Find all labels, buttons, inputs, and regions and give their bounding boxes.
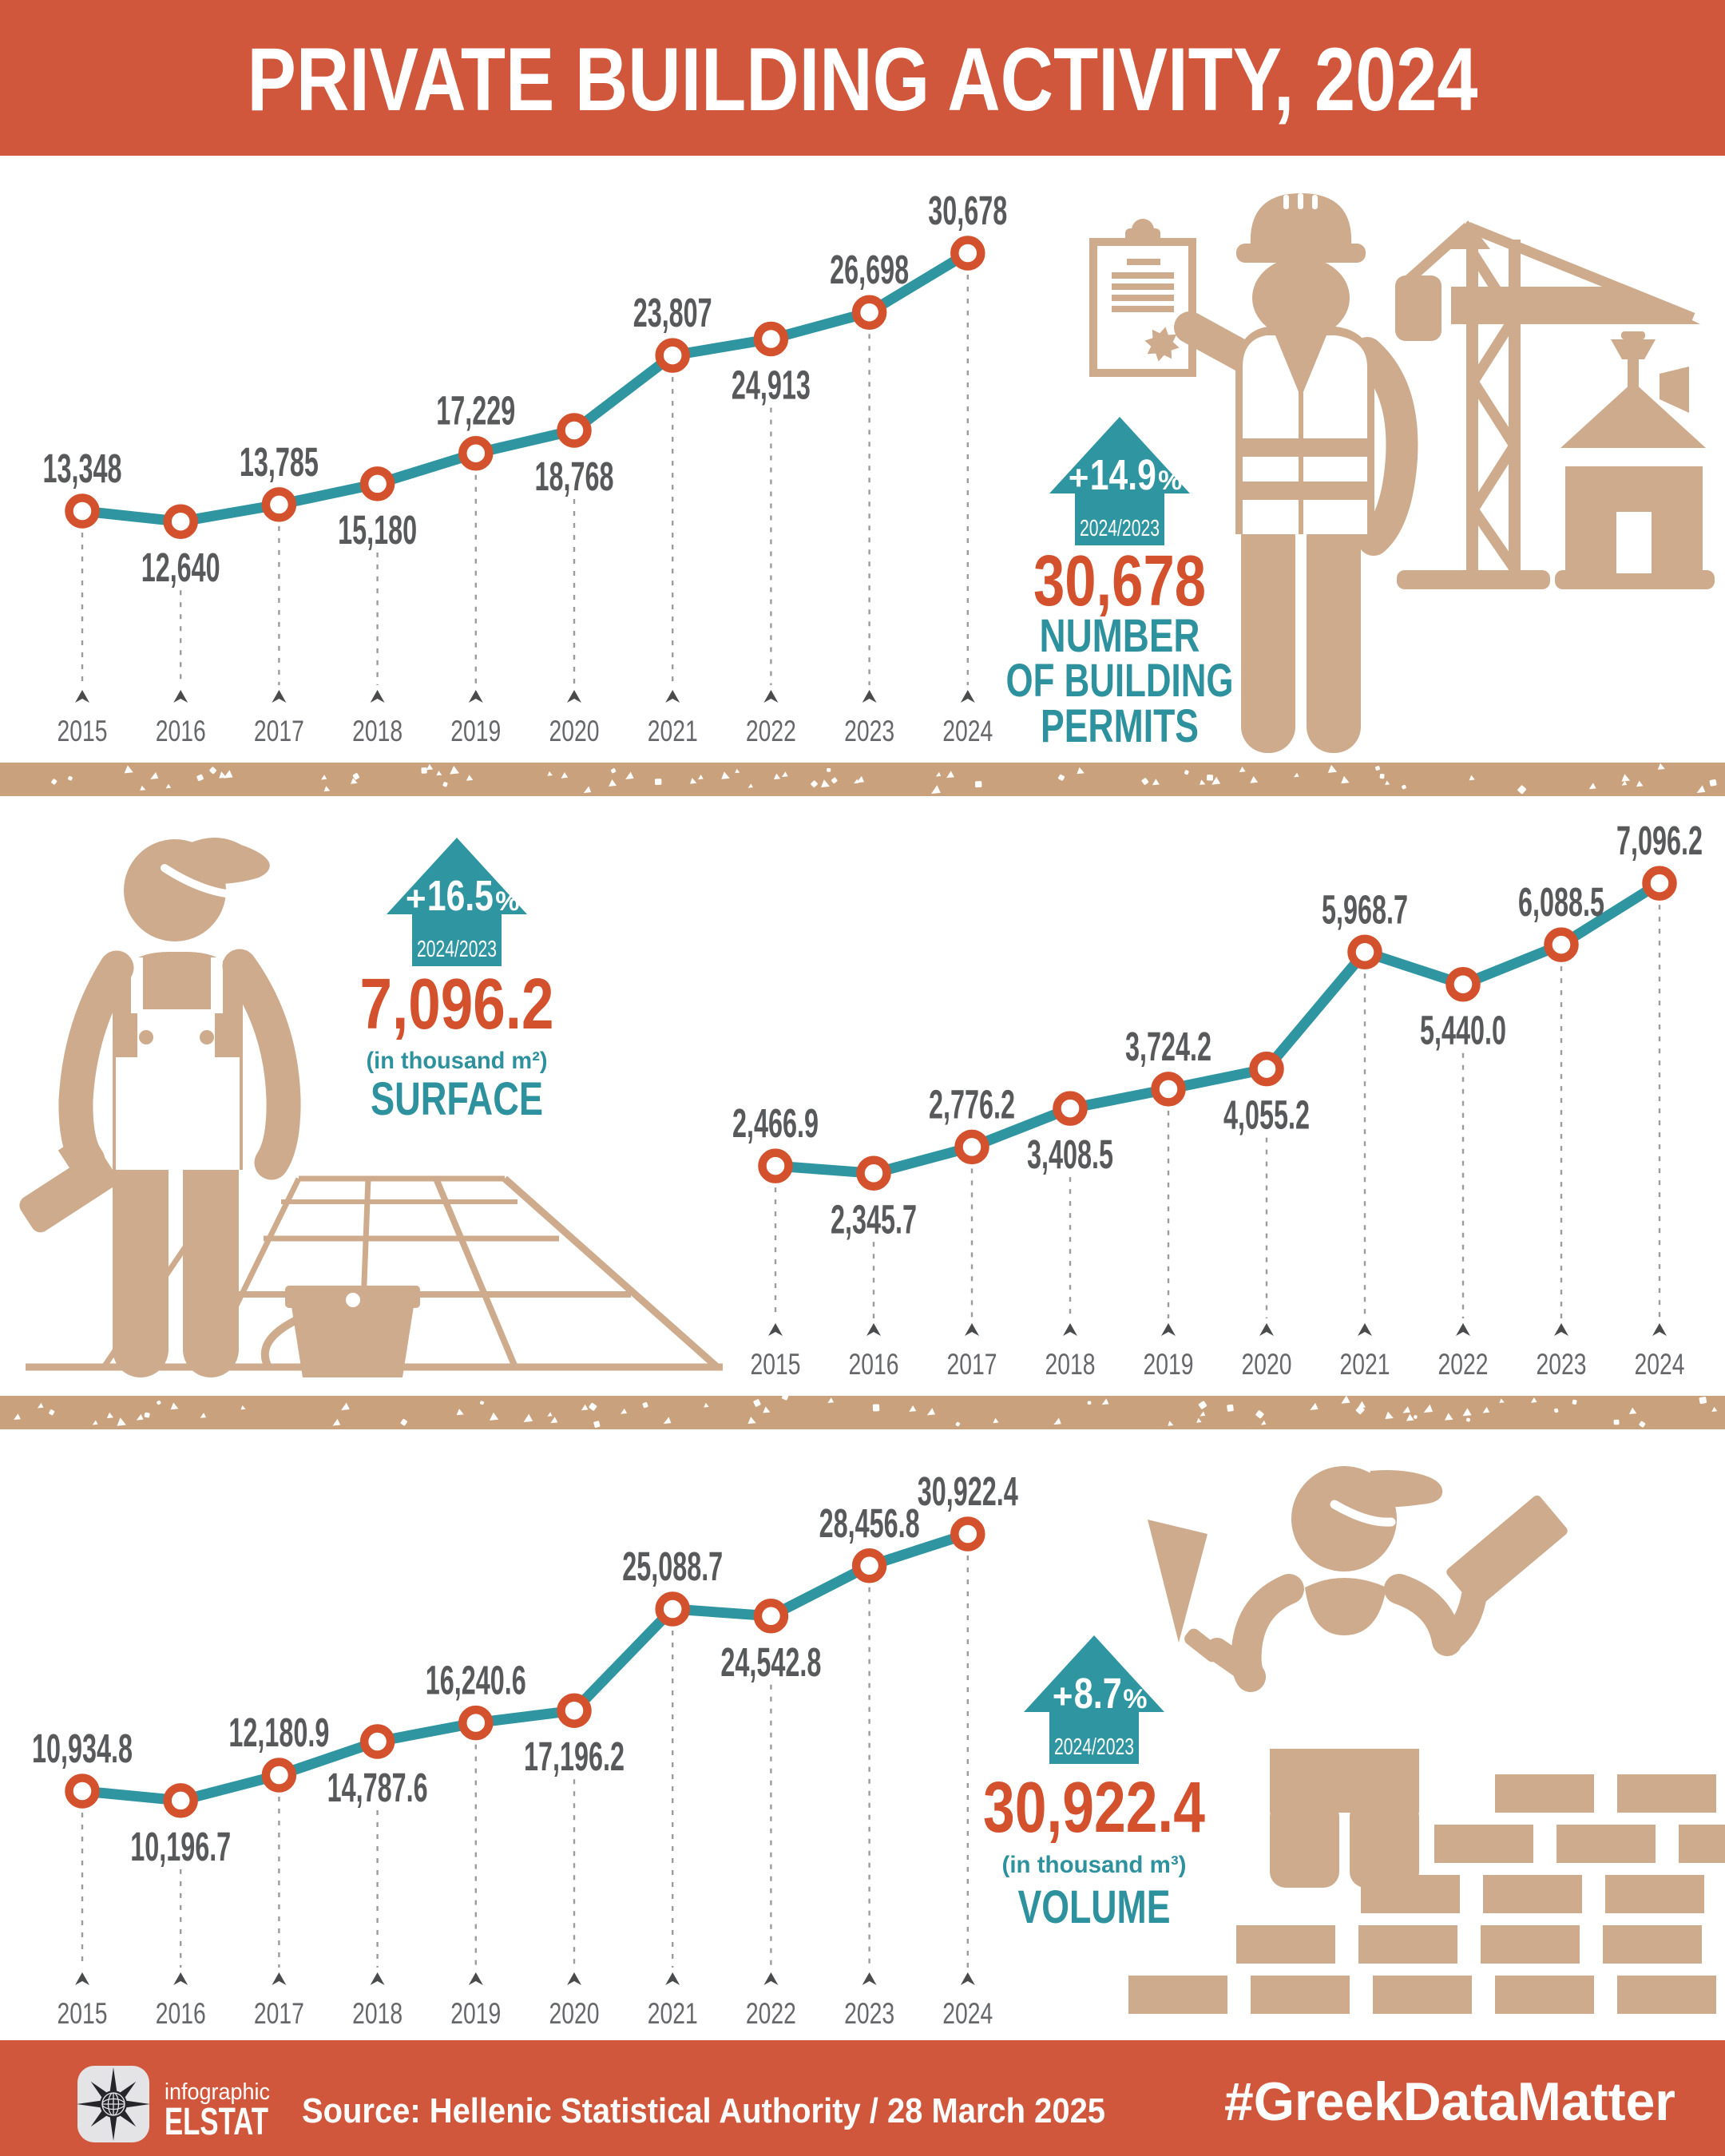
svg-text:2017: 2017 [254, 1997, 304, 2030]
svg-text:2017: 2017 [947, 1348, 997, 1381]
svg-text:2024/2023: 2024/2023 [417, 937, 497, 962]
svg-text:2017: 2017 [254, 715, 304, 747]
svg-text:2018: 2018 [352, 715, 402, 747]
svg-text:10,196.7: 10,196.7 [130, 1824, 231, 1869]
svg-text:+: + [1053, 1677, 1073, 1716]
svg-text:infographic: infographic [165, 2079, 270, 2105]
svg-text:#GreekDataMatter: #GreekDataMatter [1224, 2071, 1675, 2132]
svg-text:NUMBER: NUMBER [1040, 610, 1200, 662]
svg-text:2016: 2016 [156, 1997, 206, 2030]
svg-text:Source: Hellenic Statistical A: Source: Hellenic Statistical Authority /… [302, 2091, 1105, 2130]
svg-text:2021: 2021 [1340, 1348, 1390, 1381]
svg-text:7,096.2: 7,096.2 [1616, 818, 1703, 863]
svg-text:PERMITS: PERMITS [1041, 700, 1199, 752]
svg-text:PRIVATE BUILDING ACTIVITY, 202: PRIVATE BUILDING ACTIVITY, 2024 [248, 30, 1478, 129]
svg-text:2,345.7: 2,345.7 [831, 1196, 917, 1242]
svg-text:14,787.6: 14,787.6 [327, 1765, 428, 1810]
svg-text:2019: 2019 [450, 715, 501, 747]
svg-text:(in thousand m²): (in thousand m²) [367, 1048, 548, 1074]
svg-text:VOLUME: VOLUME [1018, 1881, 1171, 1933]
svg-text:3,724.2: 3,724.2 [1125, 1024, 1211, 1069]
svg-text:2022: 2022 [1438, 1348, 1489, 1381]
svg-text:2022: 2022 [746, 1997, 796, 2030]
svg-text:2024: 2024 [942, 715, 993, 747]
svg-text:2023: 2023 [844, 1997, 894, 2030]
svg-text:12,180.9: 12,180.9 [228, 1710, 329, 1755]
svg-text:%: % [1158, 466, 1182, 496]
svg-text:14.9: 14.9 [1090, 451, 1156, 499]
svg-text:26,698: 26,698 [830, 247, 909, 292]
svg-text:23,807: 23,807 [633, 290, 712, 335]
svg-text:2021: 2021 [648, 1997, 698, 2030]
svg-text:2016: 2016 [156, 715, 206, 747]
svg-text:2019: 2019 [1144, 1348, 1194, 1381]
svg-text:5,968.7: 5,968.7 [1322, 886, 1408, 932]
svg-text:2020: 2020 [549, 715, 600, 747]
svg-text:10,934.8: 10,934.8 [32, 1726, 133, 1771]
svg-text:30,922.4: 30,922.4 [918, 1468, 1018, 1514]
svg-text:2021: 2021 [648, 715, 698, 747]
svg-text:2022: 2022 [746, 715, 796, 747]
svg-text:6,088.5: 6,088.5 [1518, 879, 1604, 925]
svg-text:2020: 2020 [1242, 1348, 1292, 1381]
svg-text:OF BUILDING: OF BUILDING [1006, 655, 1234, 707]
svg-text:16,240.6: 16,240.6 [426, 1658, 526, 1703]
svg-text:30,922.4: 30,922.4 [983, 1768, 1205, 1848]
svg-text:2020: 2020 [549, 1997, 600, 2030]
svg-text:2015: 2015 [751, 1348, 801, 1381]
svg-text:12,640: 12,640 [141, 545, 220, 590]
svg-text:%: % [1123, 1684, 1147, 1714]
svg-text:SURFACE: SURFACE [371, 1073, 543, 1125]
svg-text:2024/2023: 2024/2023 [1080, 516, 1160, 541]
svg-text:2018: 2018 [1045, 1348, 1096, 1381]
svg-text:5,440.0: 5,440.0 [1420, 1008, 1506, 1053]
svg-text:15,180: 15,180 [338, 507, 417, 553]
svg-text:2,776.2: 2,776.2 [929, 1081, 1015, 1127]
svg-text:24,542.8: 24,542.8 [720, 1639, 821, 1685]
svg-text:%: % [495, 886, 519, 917]
svg-text:+: + [406, 879, 426, 918]
svg-text:17,196.2: 17,196.2 [524, 1734, 625, 1779]
svg-text:25,088.7: 25,088.7 [622, 1544, 723, 1589]
svg-text:2024: 2024 [1635, 1348, 1685, 1381]
svg-text:17,229: 17,229 [436, 388, 515, 434]
svg-text:8.7: 8.7 [1074, 1670, 1122, 1718]
svg-text:2023: 2023 [1537, 1348, 1587, 1381]
svg-text:2015: 2015 [58, 715, 108, 747]
svg-text:24,913: 24,913 [732, 363, 811, 408]
svg-text:3,408.5: 3,408.5 [1027, 1132, 1113, 1177]
svg-text:4,055.2: 4,055.2 [1223, 1092, 1310, 1138]
svg-text:2023: 2023 [844, 715, 894, 747]
svg-text:18,768: 18,768 [535, 454, 614, 499]
svg-text:13,785: 13,785 [240, 439, 319, 485]
svg-text:2024/2023: 2024/2023 [1054, 1734, 1134, 1760]
svg-text:30,678: 30,678 [1033, 541, 1206, 621]
svg-text:(in thousand m³): (in thousand m³) [1002, 1852, 1187, 1878]
svg-text:2018: 2018 [352, 1997, 402, 2030]
svg-text:2015: 2015 [58, 1997, 108, 2030]
svg-text:+: + [1069, 458, 1089, 497]
svg-text:2016: 2016 [849, 1348, 899, 1381]
svg-text:2,466.9: 2,466.9 [732, 1100, 819, 1146]
svg-text:2019: 2019 [450, 1997, 501, 2030]
svg-text:16.5: 16.5 [427, 872, 494, 920]
svg-text:7,096.2: 7,096.2 [360, 965, 554, 1044]
svg-text:ELSTAT: ELSTAT [165, 2101, 268, 2143]
svg-text:28,456.8: 28,456.8 [819, 1500, 920, 1546]
svg-text:2024: 2024 [942, 1997, 993, 2030]
svg-text:13,348: 13,348 [43, 446, 122, 491]
svg-text:30,678: 30,678 [928, 188, 1007, 233]
